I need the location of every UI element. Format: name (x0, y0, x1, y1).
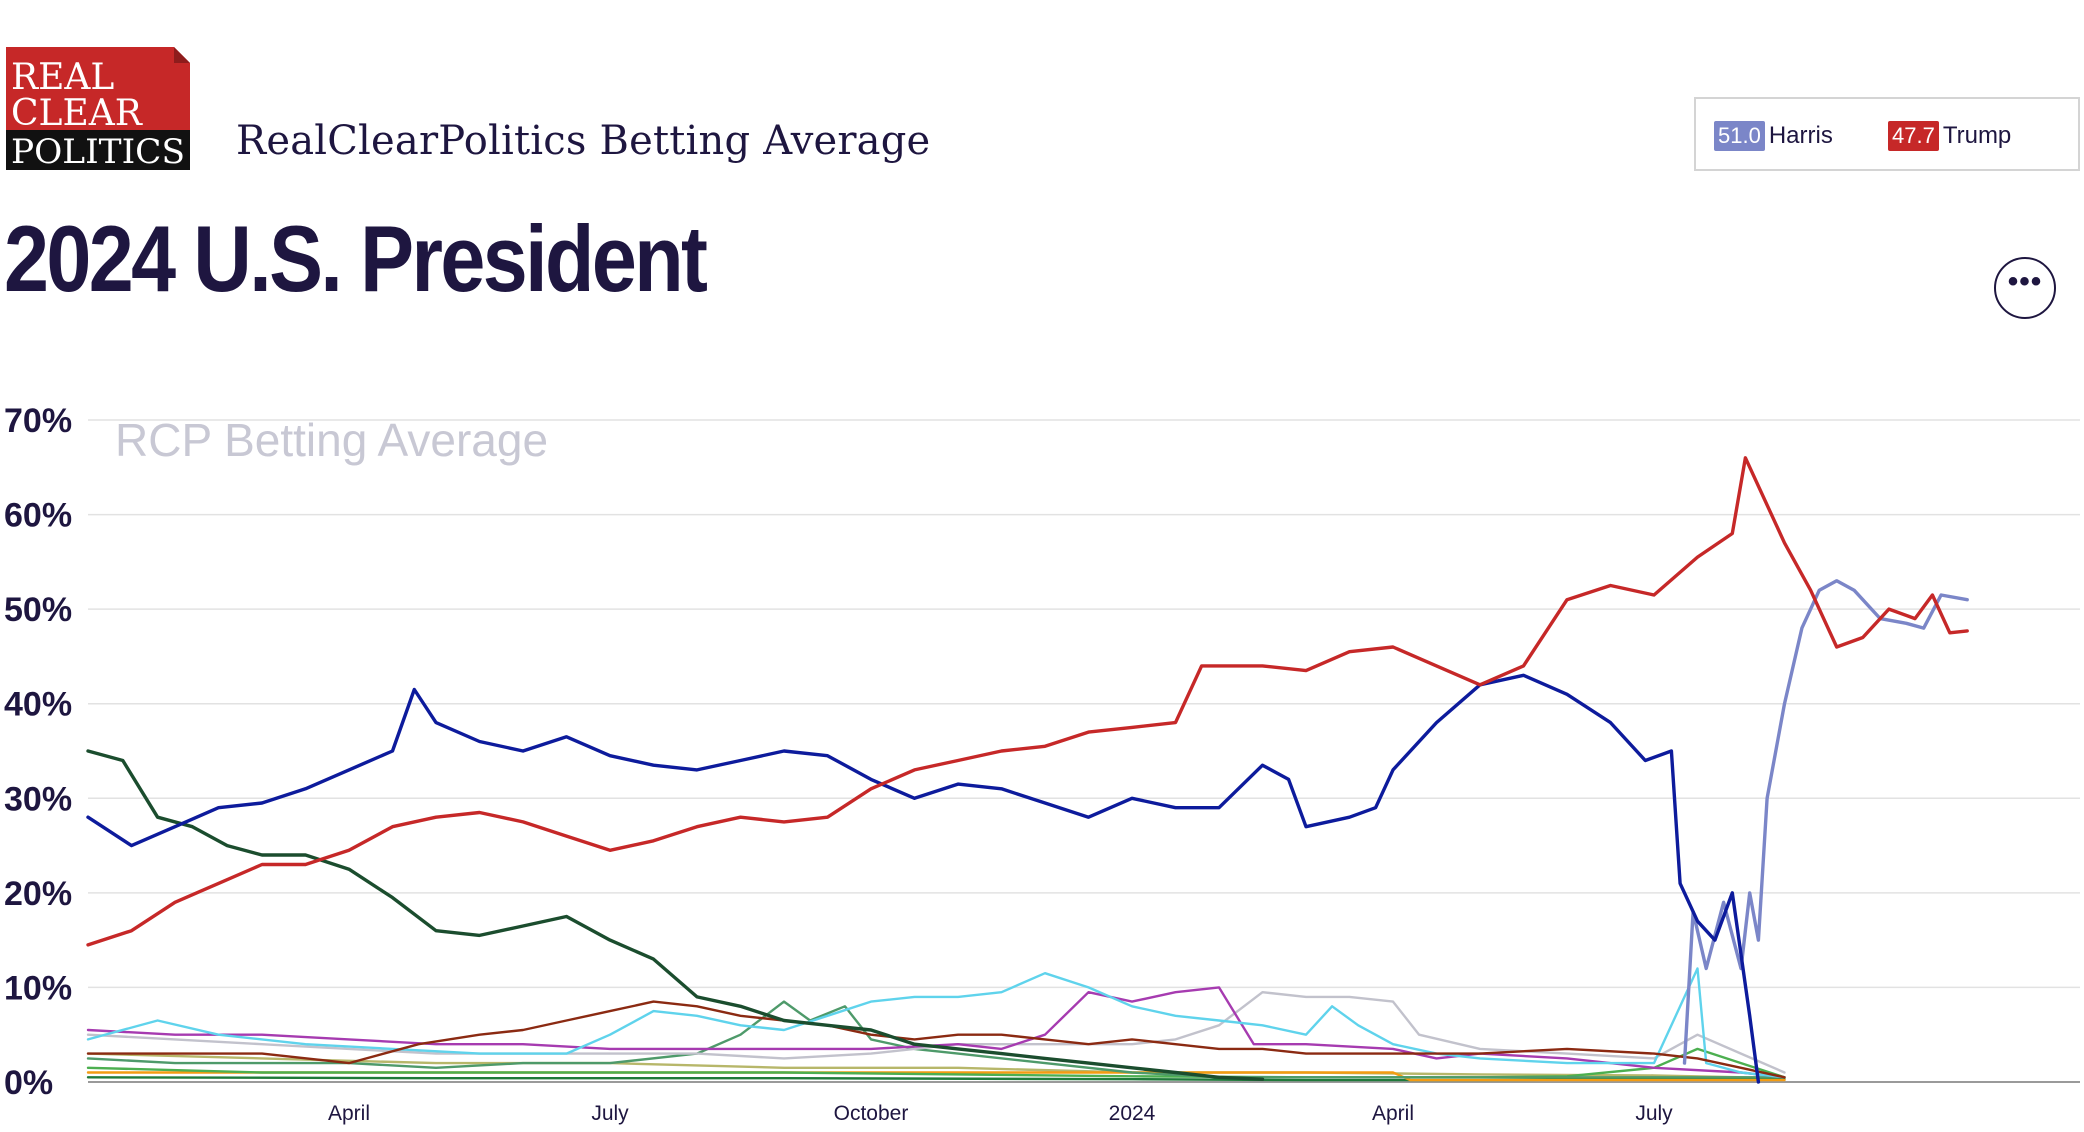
y-tick-label: 30% (4, 780, 72, 818)
logo-line-2: CLEAR (11, 93, 143, 134)
series-line (86, 1052, 1786, 1080)
more-options-button[interactable]: ••• (1994, 257, 2056, 319)
series-line (86, 1000, 1786, 1079)
y-tick-label: 0% (4, 1064, 53, 1102)
gridlines (88, 419, 2080, 1083)
legend-item-harris: 51.0 Harris (1714, 120, 1833, 152)
series-line (86, 456, 1969, 947)
logo-line-3: POLITICS (11, 132, 185, 170)
legend-harris-value: 51.0 (1714, 121, 1765, 151)
x-tick-label: April (328, 1102, 370, 1125)
x-tick-label: April (1372, 1102, 1414, 1125)
betting-average-chart: RCP Betting Average 0% 10% 20% 30% 40% 50% 60%… (4, 402, 2080, 1125)
series-line (86, 749, 1265, 1081)
y-tick-label: 50% (4, 591, 72, 629)
y-tick-label: 40% (4, 686, 72, 724)
x-tick-label: October (834, 1102, 909, 1125)
legend-trump-value: 47.7 (1888, 121, 1939, 151)
legend-trump-name: Trump (1942, 122, 2012, 149)
legend-harris-name: Harris (1768, 122, 1833, 149)
series-lines (86, 456, 1969, 1084)
series-line (86, 1000, 1786, 1079)
x-tick-label: July (1635, 1102, 1673, 1125)
page-title: 2024 U.S. President (4, 206, 708, 311)
series-line (1682, 579, 1969, 1065)
site-title[interactable]: RealClearPolitics Betting Average (236, 118, 931, 164)
y-tick-label: 10% (4, 969, 72, 1007)
rcp-logo[interactable]: REAL CLEAR POLITICS (6, 47, 190, 170)
x-axis-ticks: April July October 2024 April July (328, 1102, 1673, 1125)
logo-fold-corner (174, 47, 190, 63)
x-tick-label: July (591, 1102, 629, 1125)
logo-line-1: REAL (11, 57, 114, 98)
y-tick-label: 20% (4, 875, 72, 913)
series-line (86, 673, 1761, 1084)
series-line (86, 967, 1786, 1079)
chart-watermark: RCP Betting Average (115, 414, 548, 466)
y-tick-label: 60% (4, 497, 72, 535)
legend: 51.0 Harris 47.7 Trump (1694, 97, 2080, 171)
legend-item-trump: 47.7 Trump (1888, 120, 2011, 152)
y-axis-ticks: 0% 10% 20% 30% 40% 50% 60% 70% (4, 402, 72, 1102)
y-tick-label: 70% (4, 402, 72, 440)
ellipsis-icon: ••• (2007, 265, 2043, 298)
x-tick-label: 2024 (1109, 1102, 1156, 1125)
logo-black-band (6, 130, 190, 170)
